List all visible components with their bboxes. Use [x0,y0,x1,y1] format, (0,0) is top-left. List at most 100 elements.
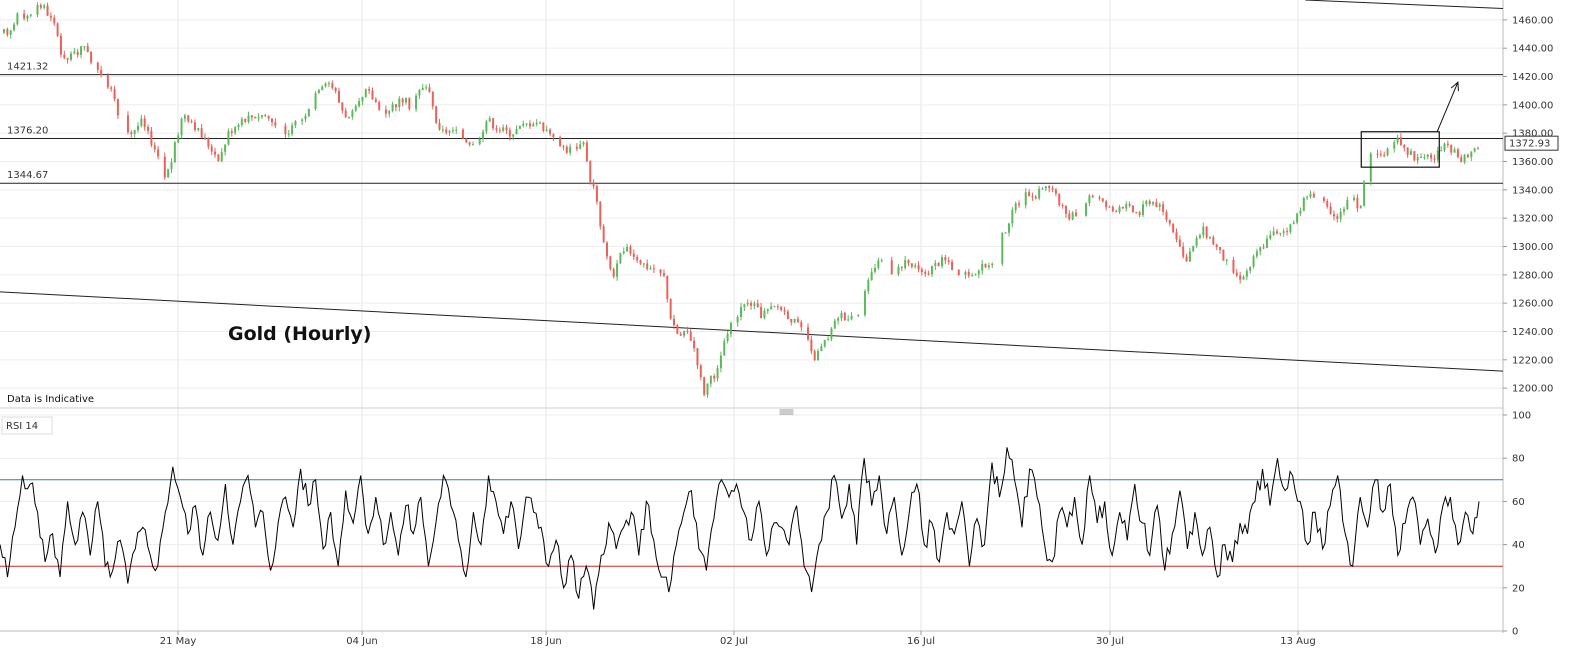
price-tick-label: 1200.00 [1512,384,1553,395]
candle-body [197,128,200,131]
candle-body [626,247,629,252]
candle-body [1245,270,1248,277]
candle-body [1044,186,1047,189]
candle-body [46,5,49,16]
candle-body [1299,210,1302,214]
price-tick-label: 1420.00 [1512,72,1553,83]
candle-body [1232,259,1235,273]
trendline [1305,0,1504,9]
candle-body [472,144,474,146]
candle-body [693,340,696,349]
candle-body [250,115,253,118]
date-axis: 21 May 04 Jun 18 Jun 02 Jul 16 Jul 30 Jul 13 A… [160,631,1316,647]
candle-body [652,268,655,270]
rsi-tick-label: 0 [1512,627,1518,638]
candle-body [1276,231,1278,234]
candle-body [26,15,29,19]
candle-body [110,87,113,89]
candle-body [1041,188,1044,190]
rsi-tick-label: 100 [1512,411,1531,422]
price-tick-label: 1360.00 [1512,157,1553,168]
candle-body [1473,148,1476,152]
rsi-tick-label: 40 [1512,540,1525,551]
candle-body [66,57,69,60]
candle-body [877,260,880,268]
candle-body [847,319,850,321]
candle-body [1018,203,1021,206]
rsi-tick-label: 80 [1512,454,1525,465]
candle-body [1252,256,1255,267]
price-tick-label: 1260.00 [1512,299,1553,310]
candle-body [1460,157,1463,163]
candle-body [1463,154,1466,163]
candle-body [180,118,183,136]
candle-body [552,133,555,138]
candle-body [368,89,371,91]
candle-body [307,108,310,117]
price-tick-label: 1380.00 [1512,129,1553,140]
candle-body [90,51,93,63]
candle-body [1393,142,1396,149]
candle-body [204,137,206,139]
candle-body [528,123,531,127]
candle-body [1279,233,1282,235]
candle-body [465,138,468,143]
candle-body [569,146,572,153]
candle-body [790,318,793,323]
candle-body [1282,231,1285,234]
candle-body [870,271,873,280]
level-label: 1421.32 [7,62,48,73]
candle-body [941,257,943,267]
candle-body [1071,212,1074,220]
candle-body [1322,197,1325,202]
candle-body [344,110,347,118]
panel-resize-handle[interactable] [779,409,794,415]
candle-body [267,116,270,119]
candle-body [1306,196,1309,198]
candle-body [140,118,143,126]
candle-body [455,129,458,131]
candle-body [1215,244,1218,248]
horizontal-levels: 1421.32 1376.20 1344.67 [0,62,1503,184]
candles [3,2,1479,398]
candle-body [405,98,407,103]
price-axis: 1460.00 1440.00 1420.00 1400.00 1380.00 1360.… [1503,15,1553,395]
candle-body [187,115,190,122]
candle-body [391,104,394,111]
candle-body [116,98,119,116]
candle-body [1098,197,1101,199]
candle-body [431,92,434,107]
candle-body [264,115,267,117]
candle-body [327,83,330,85]
level-label: 1376.20 [7,126,48,137]
candle-body [843,312,846,321]
rsi-label-box [1,416,53,435]
candle-body [937,262,940,267]
candle-body [823,340,826,347]
projection-arrow-head [1450,81,1459,92]
candle-body [639,260,642,264]
candle-body [1420,156,1423,158]
candle-body [612,268,615,277]
candle-body [324,83,327,87]
candle-body [565,146,568,153]
candle-body [874,267,876,272]
candle-body [890,260,893,275]
candle-body [606,242,608,257]
candle-body [1068,213,1071,220]
candle-body [1091,195,1094,198]
candle-body [374,99,377,102]
candle-body [421,88,424,90]
candle-body [1101,198,1104,202]
candle-body [1125,204,1128,209]
candle-body [200,128,203,138]
candle-body [193,122,196,131]
candle-body [1088,195,1091,204]
candle-body [830,328,833,340]
candle-body [1198,235,1201,238]
candle-body [863,291,866,315]
candle-body [820,346,823,352]
candle-body [951,261,954,270]
candle-body [1058,193,1061,206]
price-tick-label: 1300.00 [1512,242,1553,253]
